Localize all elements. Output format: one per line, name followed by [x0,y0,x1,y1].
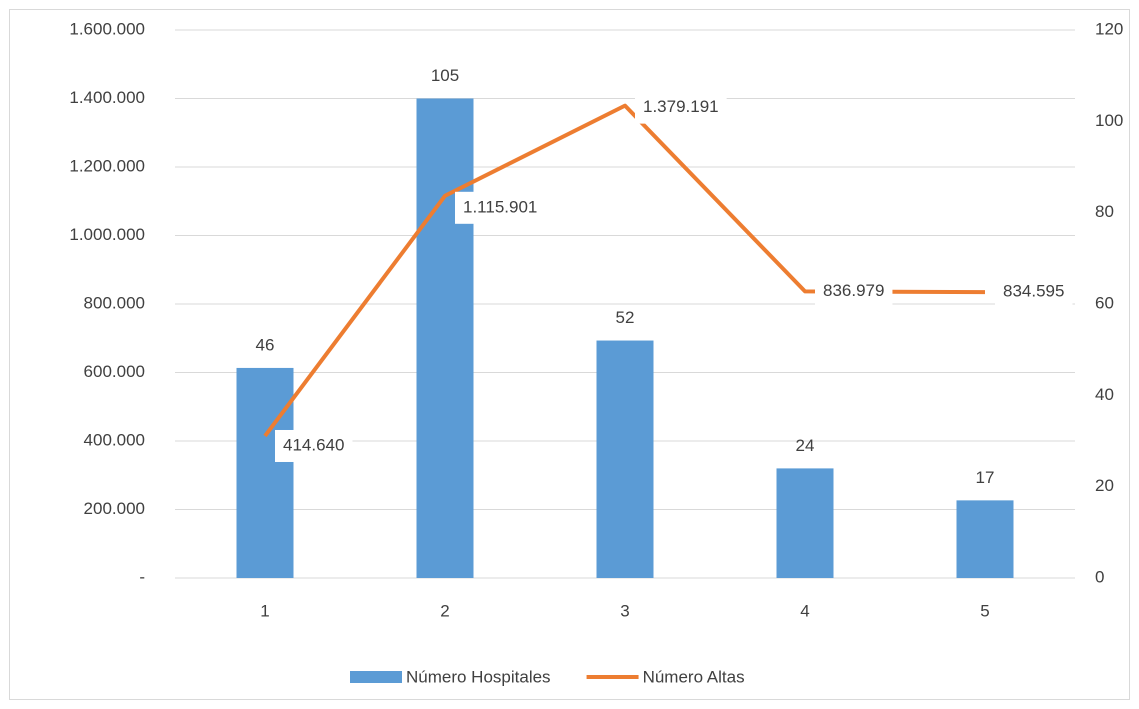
bar-value-label: 46 [256,335,275,354]
x-tick-label: 3 [620,601,629,620]
y2-tick-label: 60 [1095,293,1114,312]
legend-label: Número Hospitales [406,667,551,686]
bar [776,468,834,578]
y-tick-label: 1.400.000 [69,88,145,107]
line-value-label: 414.640 [283,435,344,454]
label-background [995,276,1073,309]
y-tick-label: 200.000 [84,499,145,518]
x-tick-label: 4 [800,601,809,620]
y2-tick-label: 120 [1095,19,1123,38]
line-value-label-group: 414.640 [275,429,353,462]
bar-value-label: 105 [431,66,459,85]
y-tick-label: 1.000.000 [69,225,145,244]
label-background [635,91,727,124]
bar-value-label: 52 [616,308,635,327]
chart-frame [9,9,1130,700]
line-value-label: 1.115.901 [463,197,537,216]
line-value-label: 834.595 [1003,282,1064,301]
line-value-label-group: 834.595 [995,276,1073,309]
bar [416,98,474,578]
label-background [815,275,893,308]
bar [236,367,294,578]
y2-tick-label: 80 [1095,202,1114,221]
x-tick-label: 1 [260,601,269,620]
y-tick-label: 600.000 [84,362,145,381]
line-value-label-group: 1.115.901 [455,191,546,224]
line-value-label-group: 836.979 [815,275,893,308]
y-tick-label: 400.000 [84,430,145,449]
label-background [455,191,546,224]
label-background [275,429,353,462]
y2-tick-label: 0 [1095,567,1104,586]
legend-label: Número Altas [643,667,745,686]
y-tick-label: 800.000 [84,293,145,312]
x-tick-label: 2 [440,601,449,620]
y-tick-label: 1.600.000 [69,19,145,38]
legend-swatch [350,671,402,683]
bar-value-label: 17 [976,468,995,487]
y2-tick-label: 20 [1095,476,1114,495]
bar-value-label: 24 [796,436,815,455]
bar [956,500,1014,578]
line-value-label: 1.379.191 [643,97,719,116]
y-tick-label: - [139,567,145,586]
line-value-label-group: 1.379.191 [635,91,727,124]
x-tick-label: 5 [980,601,989,620]
y2-tick-label: 100 [1095,111,1123,130]
y2-tick-label: 40 [1095,385,1114,404]
line-value-label: 836.979 [823,281,884,300]
bar [596,340,654,578]
y-tick-label: 1.200.000 [69,156,145,175]
